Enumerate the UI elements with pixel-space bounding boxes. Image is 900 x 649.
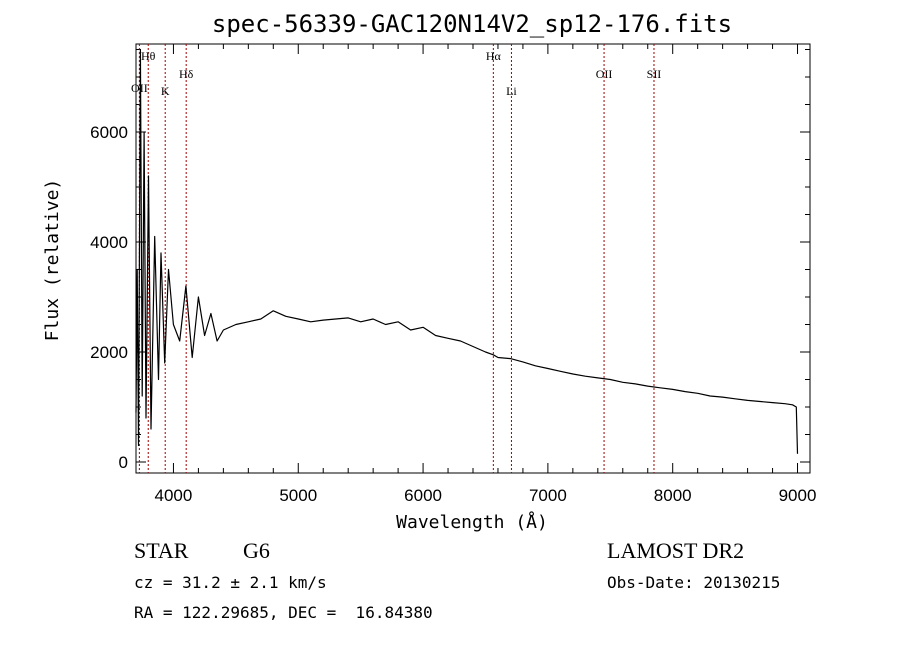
x-tick-label: 7000 — [529, 486, 567, 505]
chart-title: spec-56339-GAC120N14V2_sp12-176.fits — [212, 10, 732, 38]
spectral-line-label: Hθ — [141, 49, 156, 63]
plot-frame — [135, 43, 811, 474]
x-tick-label: 4000 — [155, 486, 193, 505]
x-tick-label: 5000 — [279, 486, 317, 505]
x-axis-ticks: 4000 5000 6000 7000 8000 9000 — [155, 44, 817, 505]
object-class: STAR — [134, 538, 189, 563]
x-tick-label: 6000 — [404, 486, 442, 505]
spectral-line-label: OII — [596, 67, 613, 81]
x-tick-label: 9000 — [779, 486, 817, 505]
y-tick-label: 0 — [119, 453, 128, 472]
y-tick-label: 4000 — [90, 233, 128, 252]
spectral-line-label: K — [161, 84, 170, 98]
x-axis-label: Wavelength (Å) — [396, 511, 548, 533]
y-axis-label: Flux (relative) — [42, 179, 63, 342]
spectral-line-label: Hδ — [179, 67, 194, 81]
observation-date: Obs-Date: 20130215 — [607, 573, 781, 592]
spectral-line-label: OII — [131, 81, 148, 95]
spectral-line-label: SII — [647, 67, 662, 81]
survey-name: LAMOST DR2 — [607, 538, 745, 563]
spectral-line-label: Hα — [486, 49, 502, 63]
spectrum-line — [135, 48, 799, 454]
spectral-subclass: G6 — [243, 538, 270, 563]
coordinates: RA = 122.29685, DEC = 16.84380 — [134, 603, 433, 622]
y-tick-label: 2000 — [90, 343, 128, 362]
series-group — [135, 48, 799, 454]
y-axis-ticks: 0 2000 4000 6000 — [90, 49, 810, 472]
spectral-line-markers: OII Hθ K Hδ Hα Li OII SII — [131, 44, 661, 473]
spectral-line-label: Li — [506, 84, 517, 98]
y-tick-label: 6000 — [90, 123, 128, 142]
redshift-value: cz = 31.2 ± 2.1 km/s — [134, 573, 327, 592]
x-tick-label: 8000 — [654, 486, 692, 505]
